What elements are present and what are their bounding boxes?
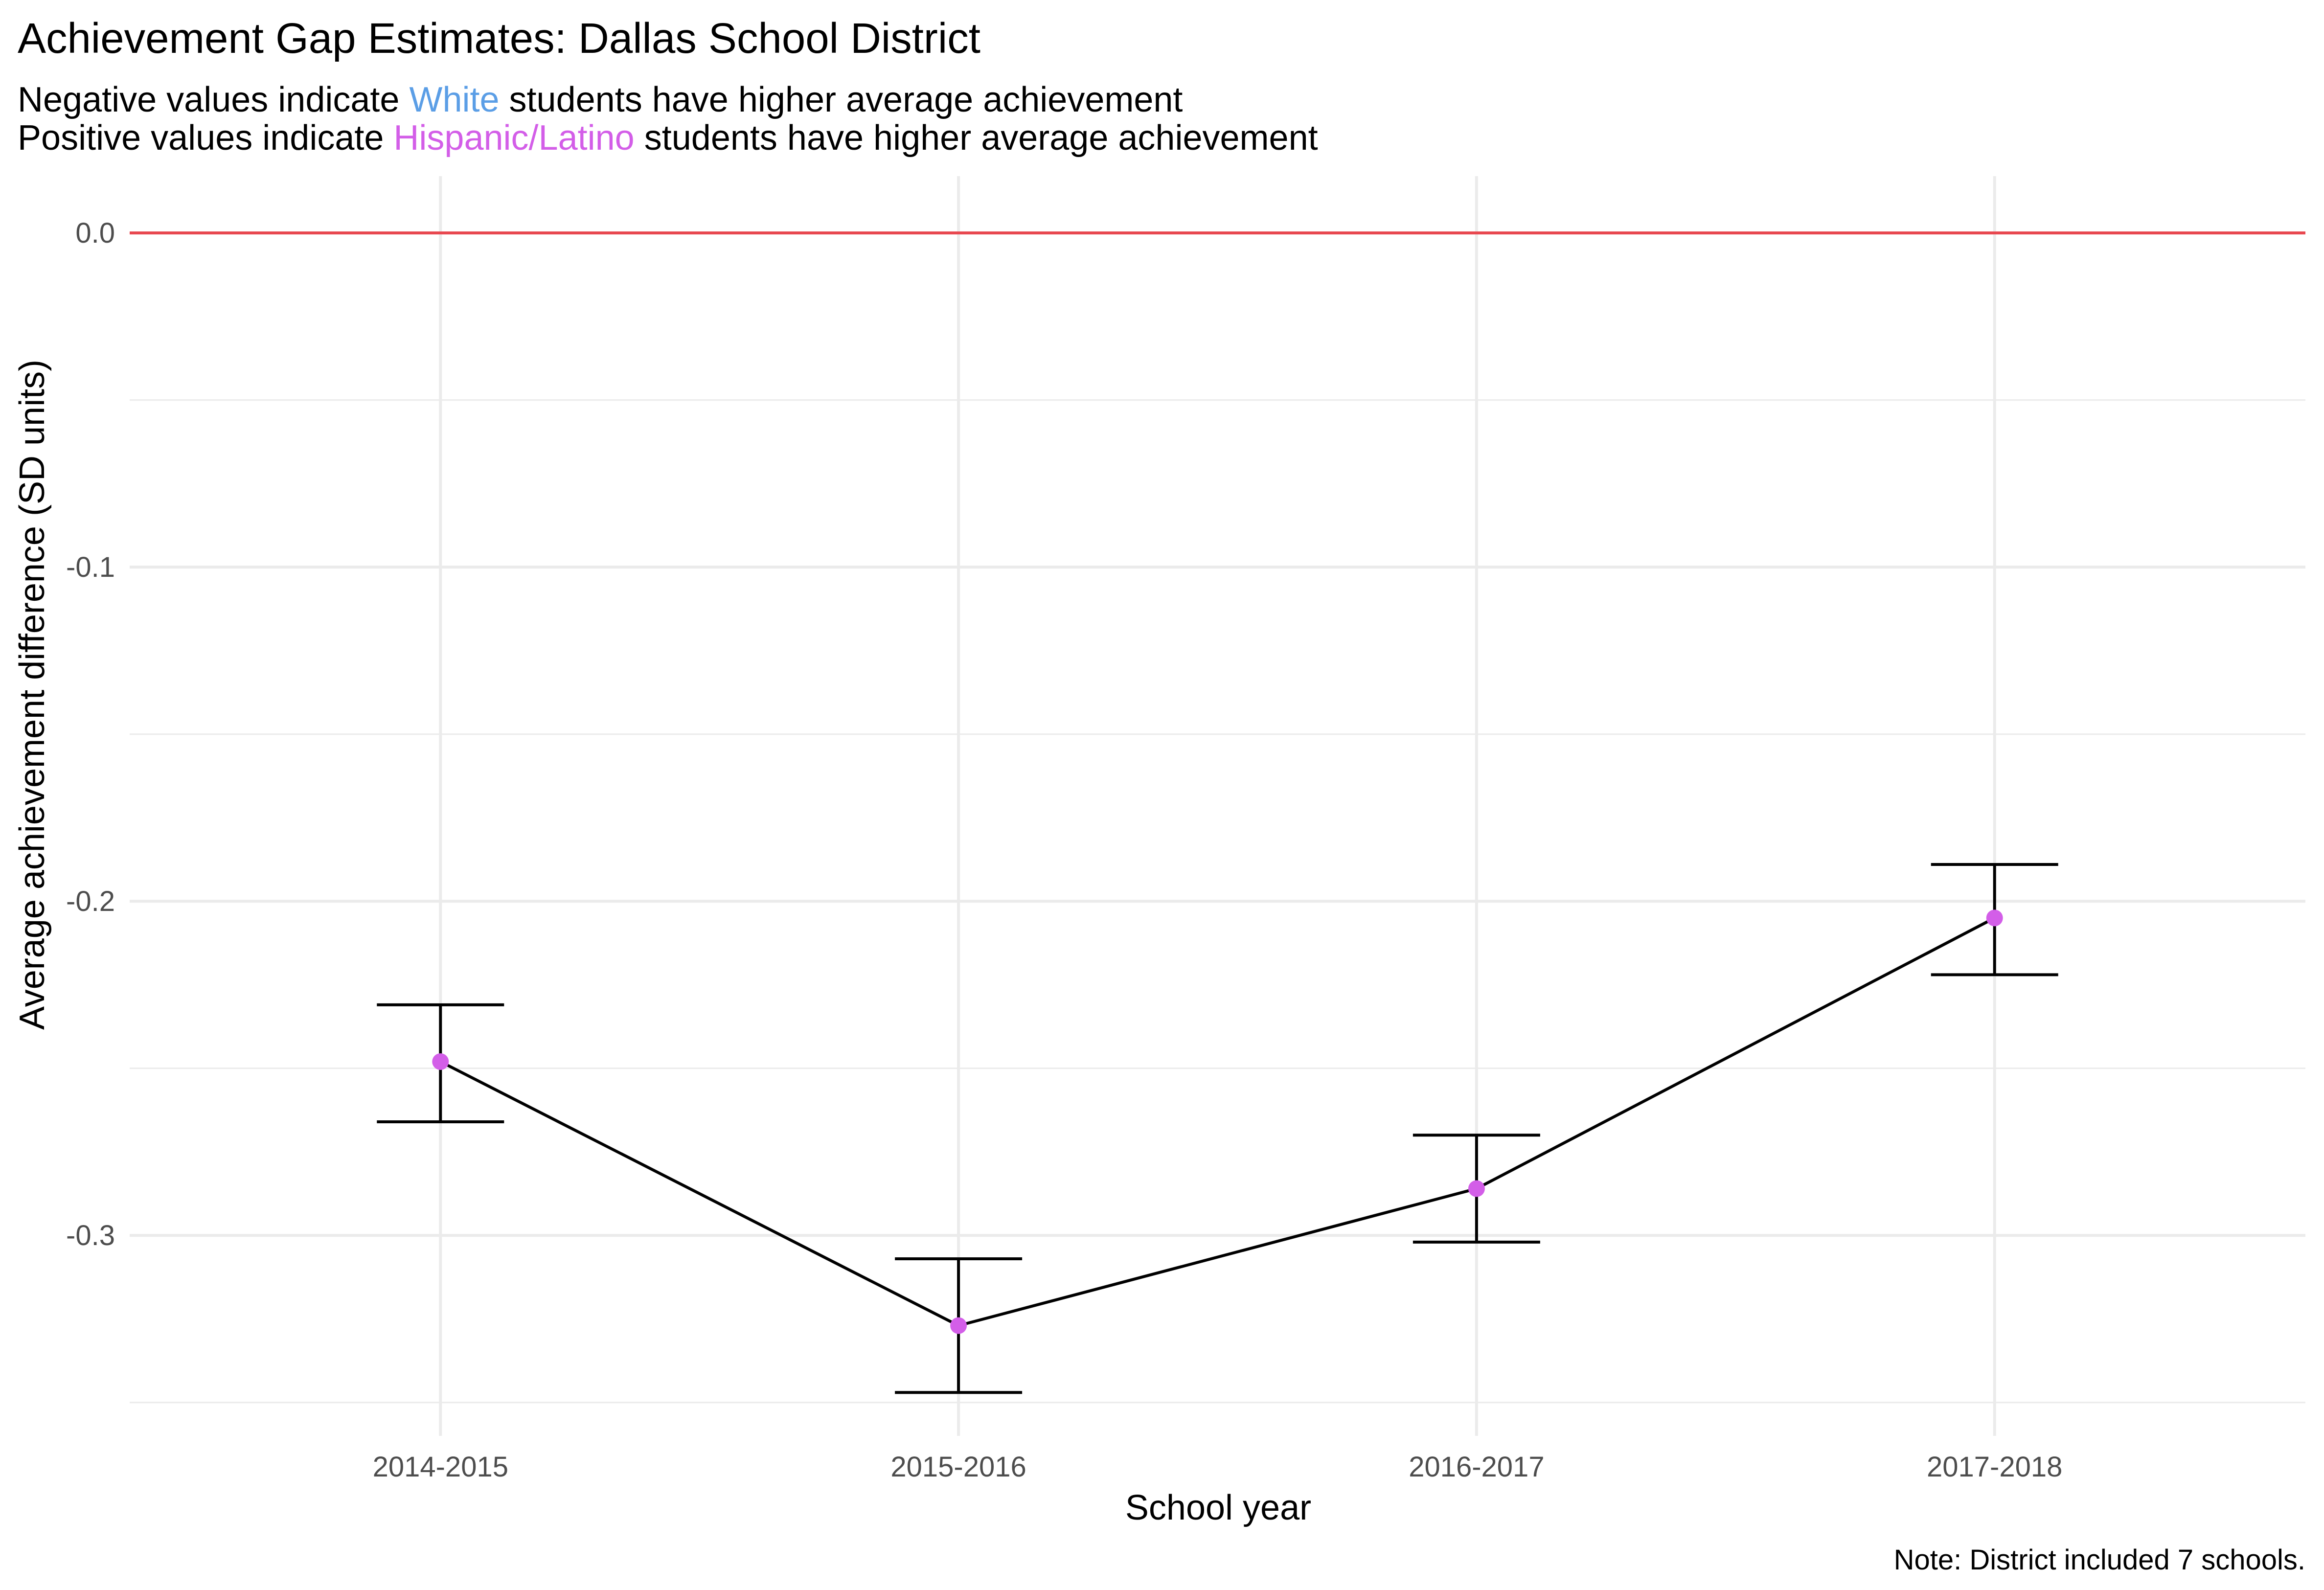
data-point bbox=[950, 1317, 967, 1334]
y-axis-label: Average achievement difference (SD units… bbox=[13, 360, 52, 1030]
subtitle-2-after: students have higher average achievement bbox=[635, 118, 1318, 158]
data-point bbox=[1986, 909, 2003, 927]
x-tick-label: 2015-2016 bbox=[890, 1451, 1026, 1483]
subtitle-1-before: Negative values indicate bbox=[18, 80, 409, 119]
x-tick-label: 2017-2018 bbox=[1927, 1451, 2062, 1483]
x-axis-label: School year bbox=[1125, 1488, 1311, 1527]
subtitle-line-2: Positive values indicate Hispanic/Latino… bbox=[18, 118, 1318, 158]
y-tick-label: 0.0 bbox=[75, 217, 115, 249]
plot-area: 0.0 -0.1 -0.2 -0.3 2014-2015 2015-2016 2016-20… bbox=[66, 176, 2305, 1483]
subtitle-line-1: Negative values indicate White students … bbox=[18, 80, 1183, 119]
subtitle-1-after: students have higher average achievement bbox=[500, 80, 1183, 119]
data-point bbox=[1468, 1180, 1485, 1197]
x-tick-label: 2016-2017 bbox=[1409, 1451, 1544, 1483]
subtitle-2-highlight-hispanic: Hispanic/Latino bbox=[393, 118, 634, 158]
subtitle-2-before: Positive values indicate bbox=[18, 118, 393, 158]
y-tick-label: -0.1 bbox=[66, 551, 115, 583]
subtitle-1-highlight-white: White bbox=[409, 80, 499, 119]
y-tick-label: -0.2 bbox=[66, 886, 115, 917]
data-point bbox=[432, 1053, 449, 1070]
series-line bbox=[439, 916, 1996, 1327]
chart-title: Achievement Gap Estimates: Dallas School… bbox=[18, 15, 980, 62]
x-tick-label: 2014-2015 bbox=[373, 1451, 508, 1483]
caption-note: Note: District included 7 schools. bbox=[1894, 1544, 2305, 1576]
y-tick-label: -0.3 bbox=[66, 1220, 115, 1251]
